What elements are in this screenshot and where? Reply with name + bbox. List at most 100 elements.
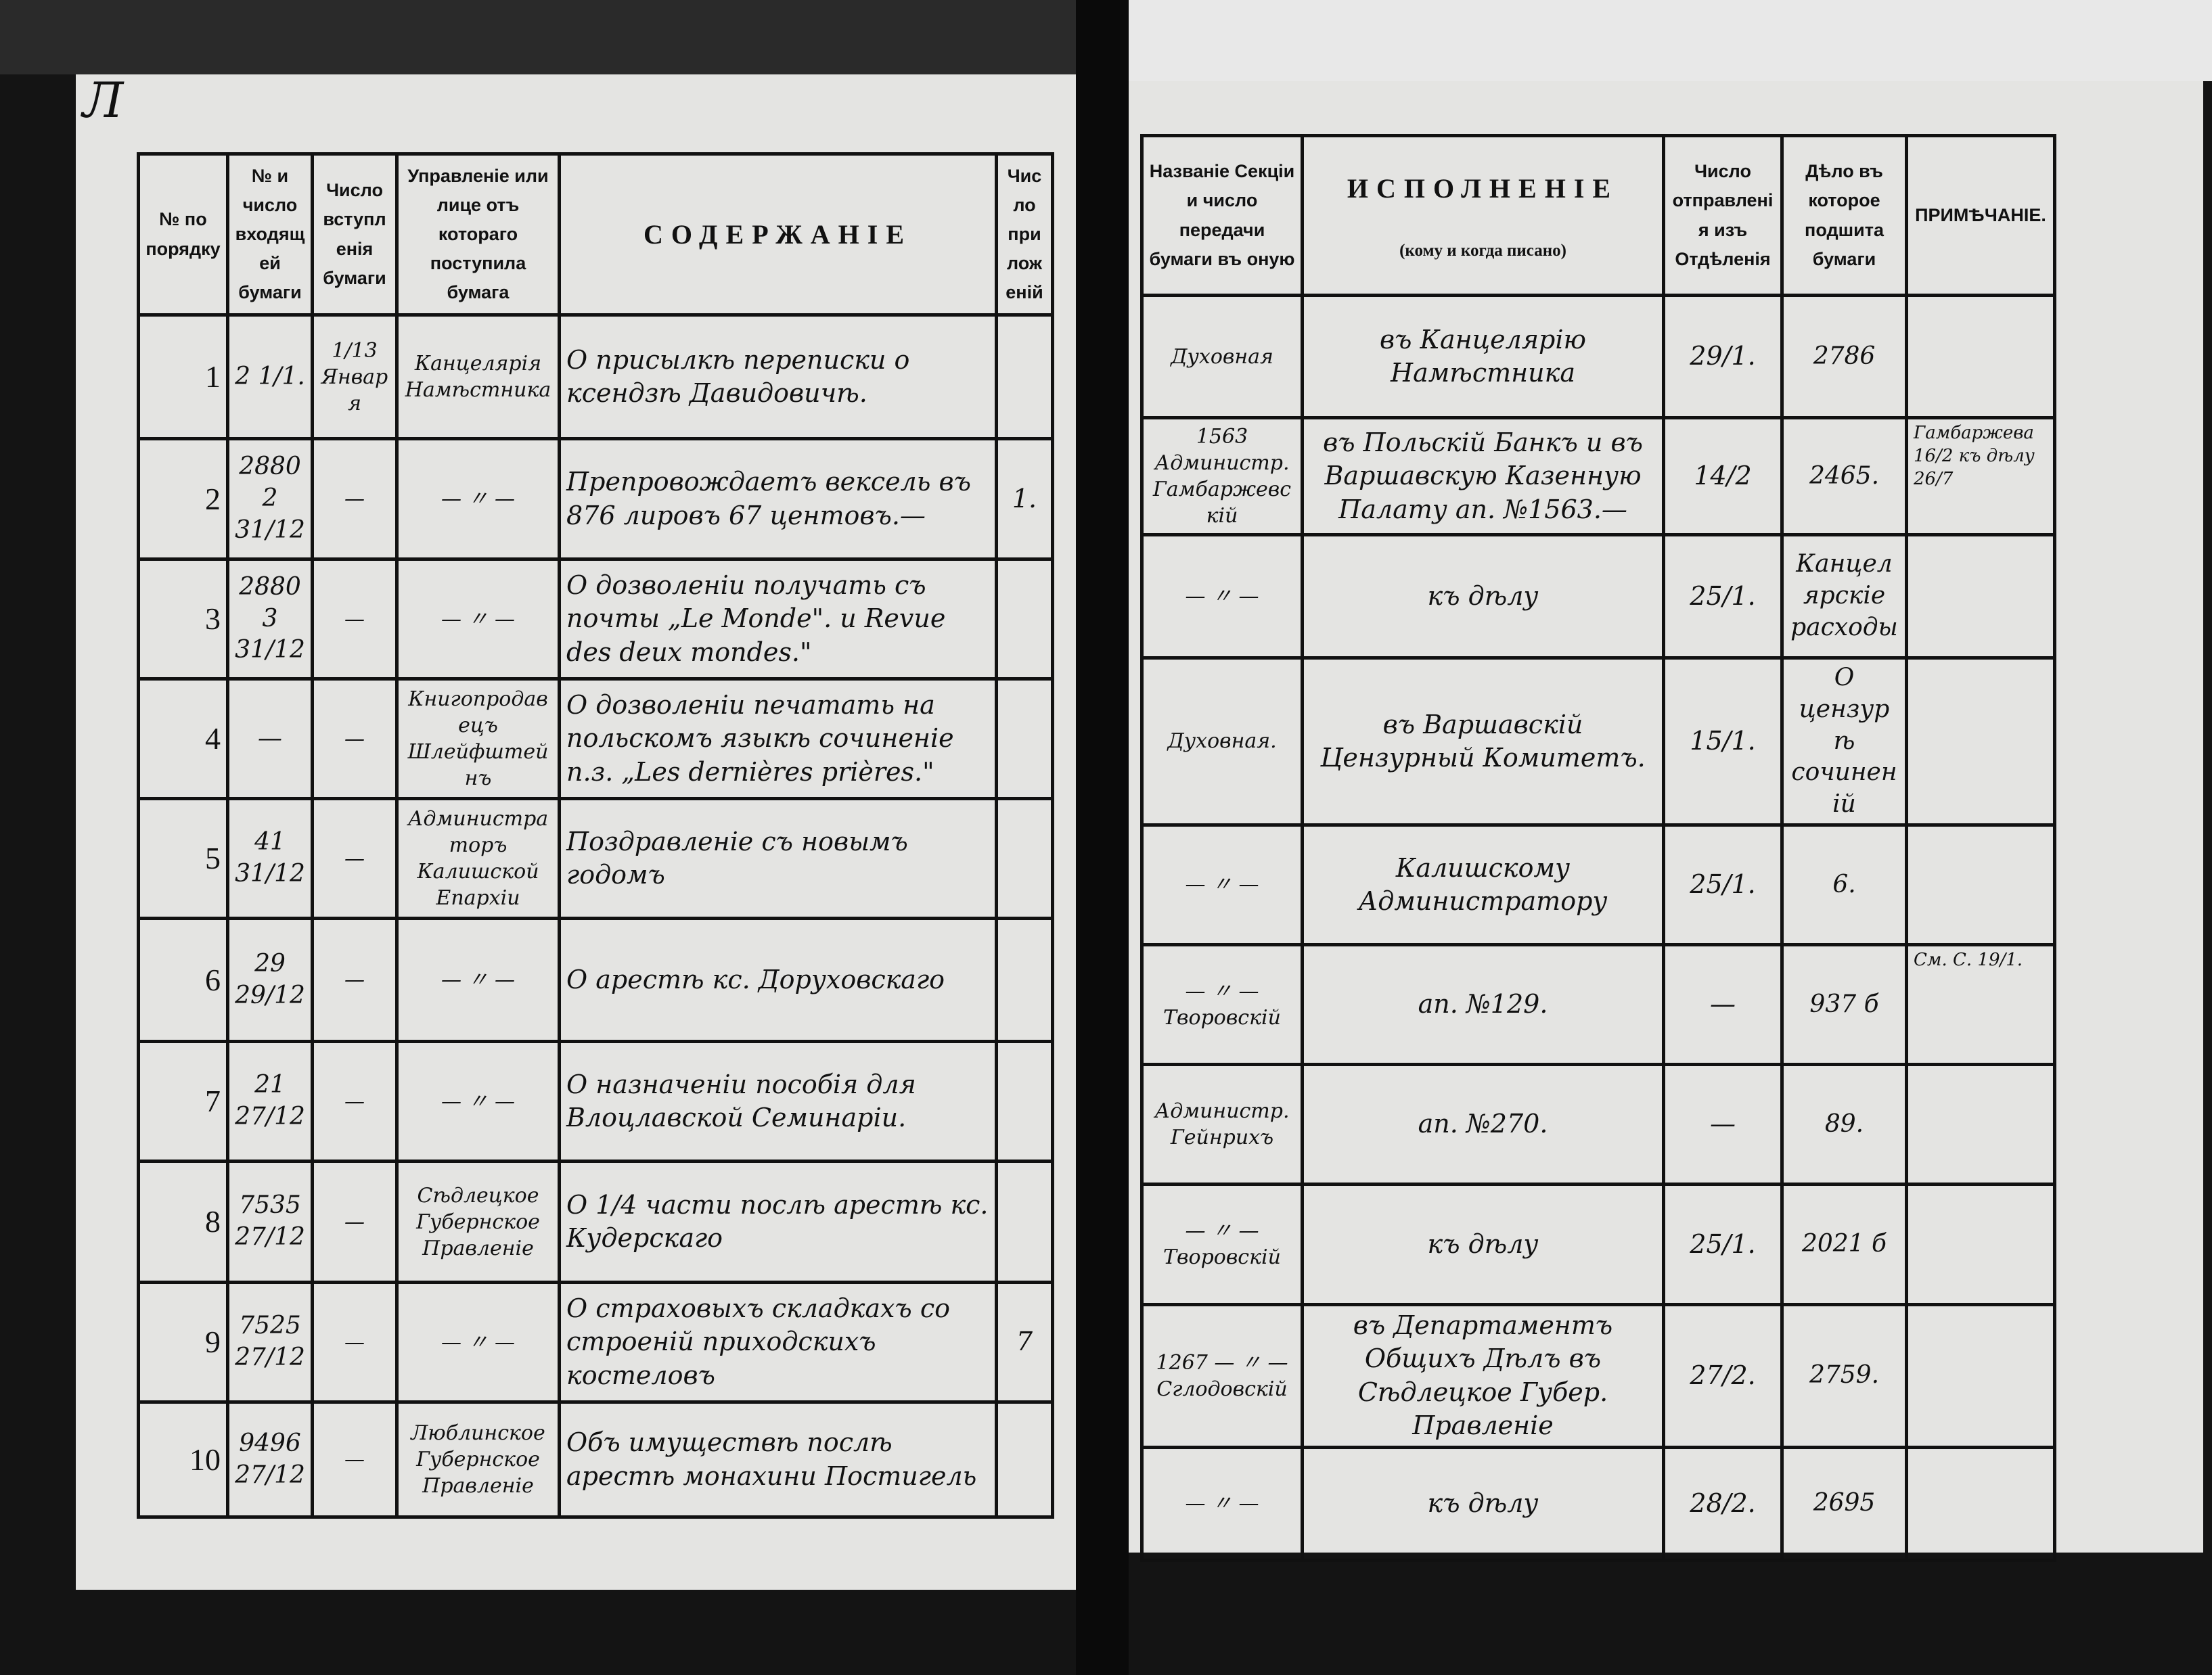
table-row: 1563 Администр. Гамбаржевскій въ Польскій… xyxy=(1140,416,2056,536)
cell-attachments: 7 xyxy=(995,1281,1054,1404)
cell-dispatch-date: 28/2. xyxy=(1662,1445,1784,1562)
scan-border-top-right xyxy=(1129,0,2212,81)
cell-sender: Книгопродавецъ Шлейфштейнъ xyxy=(395,677,561,800)
cell-attachments xyxy=(995,313,1054,440)
cell-section: Духовная xyxy=(1140,294,1304,419)
cell-content: Препровождаетъ вексель въ 876 лировъ 67 … xyxy=(558,437,998,561)
cell-incoming-number-date: 29 29/12 xyxy=(226,917,314,1043)
column-header-sender: Управленіе или лице отъ котораго поступи… xyxy=(395,152,561,317)
cell-sender: — 〃 — xyxy=(395,437,561,561)
cell-section: 1563 Администр. Гамбаржевскій xyxy=(1140,416,1304,536)
column-header-label: ПРИМѢЧАНІЕ. xyxy=(1915,204,2046,225)
cell-attachments: 1. xyxy=(995,437,1054,561)
cell-case-file: 89. xyxy=(1780,1062,1908,1186)
table-row: — 〃 — къ дѣлу 28/2. 2695 xyxy=(1140,1445,2056,1562)
cell-remarks xyxy=(1905,1445,2056,1562)
column-header-remarks: ПРИМѢЧАНІЕ. xyxy=(1905,134,2056,297)
cell-remarks xyxy=(1905,656,2056,827)
cell-dispatch-date: 15/1. xyxy=(1662,656,1784,827)
cell-section: 1267 — 〃 — Сглодовскій xyxy=(1140,1302,1304,1449)
cell-receipt-date: 1/13 Января xyxy=(311,313,399,440)
register-table-execution: Названіе Секціи и число передачи бумаги … xyxy=(1140,134,2056,1562)
column-header-row-number: № по порядку xyxy=(137,152,229,317)
cell-incoming-number-date: 7525 27/12 xyxy=(226,1281,314,1404)
cell-row-number: 1 xyxy=(137,313,229,440)
cell-attachments xyxy=(995,797,1054,920)
table-row: 6 29 29/12— — 〃 — О арестѣ кс. Доруховскаго xyxy=(137,917,1054,1043)
column-header-attachments: Число приложеній xyxy=(995,152,1054,317)
cell-sender: — 〃 — xyxy=(395,1040,561,1163)
cell-incoming-number-date: 28803 31/12 xyxy=(226,557,314,681)
column-header-label: Число приложеній xyxy=(1006,165,1043,303)
cell-row-number: 8 xyxy=(137,1160,229,1284)
table-row: Духовная въ Канцелярію Намѣстника 29/1. 278… xyxy=(1140,294,2056,419)
column-header-case-file: Дѣло въ которое подшита бумаги xyxy=(1780,134,1908,297)
table-row: 2 28802 31/12— — 〃 — Препровождаетъ вексель… xyxy=(137,437,1054,561)
cell-case-file: 937 б xyxy=(1780,942,1908,1066)
cell-remarks: Гамбаржева 16/2 къ дѣлу 26/7 xyxy=(1905,416,2056,536)
column-header-label: СОДЕРЖАНІЕ xyxy=(643,219,913,250)
cell-content: О дозволеніи печатать на польскомъ языкѣ… xyxy=(558,677,998,800)
column-header-section: Названіе Секціи и число передачи бумаги … xyxy=(1140,134,1304,297)
cell-case-file: О цензурѣ сочиненій xyxy=(1780,656,1908,827)
column-header-label: Названіе Секціи и число передачи бумаги … xyxy=(1149,161,1295,269)
page-mark: Л xyxy=(83,72,124,129)
table-row: 9 7525 27/12— — 〃 — О страховыхъ складкахъ … xyxy=(137,1281,1054,1404)
column-header-receipt-date: Число вступленія бумаги xyxy=(311,152,399,317)
cell-remarks xyxy=(1905,1062,2056,1186)
table-row: Духовная. въ Варшавскій Цензурный Комитет… xyxy=(1140,656,2056,827)
cell-section: Администр. Гейнрихъ xyxy=(1140,1062,1304,1186)
cell-attachments xyxy=(995,557,1054,681)
cell-sender: Канцелярія Намѣстника xyxy=(395,313,561,440)
cell-attachments xyxy=(995,917,1054,1043)
column-header-dispatch-date: Число отправленія изъ Отдѣленія xyxy=(1662,134,1784,297)
cell-sender: Сѣдлецкое Губернское Правленіе xyxy=(395,1160,561,1284)
column-header-label: № и число входящей бумаги xyxy=(235,165,305,303)
cell-section: — 〃 — xyxy=(1140,823,1304,946)
header-row: № по порядку № и число входящей бумаги Чис… xyxy=(137,152,1054,317)
cell-incoming-number-date: 41 31/12 xyxy=(226,797,314,920)
book-gutter xyxy=(1076,0,1129,1675)
cell-dispatch-date: 27/2. xyxy=(1662,1302,1784,1449)
cell-section: — 〃 — xyxy=(1140,1445,1304,1562)
cell-attachments xyxy=(995,1400,1054,1519)
cell-case-file: 2786 xyxy=(1780,294,1908,419)
cell-row-number: 2 xyxy=(137,437,229,561)
cell-case-file: 2759. xyxy=(1780,1302,1908,1449)
cell-receipt-date: — xyxy=(311,1160,399,1284)
cell-execution: въ Департаментъ Общихъ Дѣлъ въ Сѣдлецкое… xyxy=(1301,1302,1665,1449)
cell-dispatch-date: — xyxy=(1662,1062,1784,1186)
cell-incoming-number-date: — xyxy=(226,677,314,800)
column-header-incoming-number-date: № и число входящей бумаги xyxy=(226,152,314,317)
column-header-label: № по порядку xyxy=(145,209,221,259)
cell-content: О страховыхъ складкахъ со строеній прихо… xyxy=(558,1281,998,1404)
column-header-label: Управленіе или лице отъ котораго поступи… xyxy=(407,165,549,303)
table-row: — 〃 — къ дѣлу 25/1. Канцелярскіе расходы xyxy=(1140,533,2056,660)
cell-execution: въ Польскій Банкъ и въ Варшавскую Казенн… xyxy=(1301,416,1665,536)
cell-dispatch-date: 14/2 xyxy=(1662,416,1784,536)
column-header-subtitle: (кому и когда писано) xyxy=(1399,241,1566,260)
table-row: 8 7535 27/12— Сѣдлецкое Губернское Правлен… xyxy=(137,1160,1054,1284)
cell-content: О назначеніи пособія для Влоцлавской Сем… xyxy=(558,1040,998,1163)
column-header-label: ИСПОЛНЕНІЕ xyxy=(1347,173,1619,204)
table-row: 7 21 27/12— — 〃 — О назначеніи пособія для … xyxy=(137,1040,1054,1163)
cell-execution: въ Варшавскій Цензурный Комитетъ. xyxy=(1301,656,1665,827)
cell-incoming-number-date: 21 27/12 xyxy=(226,1040,314,1163)
cell-case-file: 2021 б xyxy=(1780,1182,1908,1306)
cell-sender: — 〃 — xyxy=(395,557,561,681)
column-header-label: Число отправленія изъ Отдѣленія xyxy=(1672,161,1774,269)
cell-remarks xyxy=(1905,533,2056,660)
cell-incoming-number-date: 9496 27/12 xyxy=(226,1400,314,1519)
cell-sender: — 〃 — xyxy=(395,917,561,1043)
cell-section: — 〃 — Творовскій xyxy=(1140,942,1304,1066)
table-row: 4— — Книгопродавецъ Шлейфштейнъ О дозволені… xyxy=(137,677,1054,800)
cell-receipt-date: — xyxy=(311,677,399,800)
table-row: 1267 — 〃 — Сглодовскій въ Департаментъ Об… xyxy=(1140,1302,2056,1449)
table-row: — 〃 — Калишскому Администратору 25/1. 6. xyxy=(1140,823,2056,946)
cell-receipt-date: — xyxy=(311,557,399,681)
cell-row-number: 9 xyxy=(137,1281,229,1404)
cell-content: О дозволеніи получать съ почты „Le Monde… xyxy=(558,557,998,681)
register-table-incoming: № по порядку № и число входящей бумаги Чис… xyxy=(137,152,1054,1519)
cell-remarks xyxy=(1905,1182,2056,1306)
cell-case-file: 2695 xyxy=(1780,1445,1908,1562)
